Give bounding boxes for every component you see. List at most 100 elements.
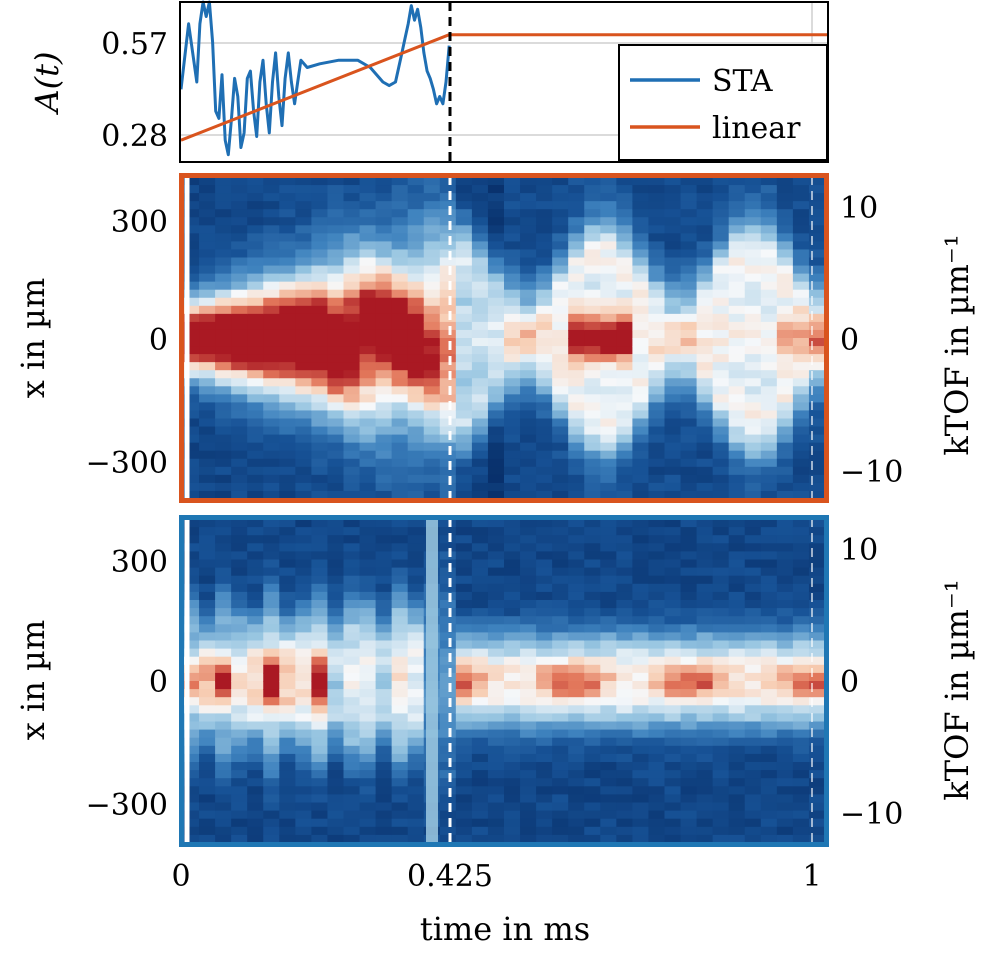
heat-mid-cell xyxy=(439,426,457,436)
heat-bot-cell xyxy=(728,705,746,714)
heat-bot-cell xyxy=(359,705,377,714)
heat-bot-cell xyxy=(696,770,714,779)
heat-bot-cell xyxy=(263,648,280,658)
heat-bot-cell xyxy=(375,664,393,674)
heat-bot-cell xyxy=(568,729,585,739)
heat-bot-cell xyxy=(327,802,345,812)
heat-mid-cell xyxy=(295,402,312,412)
heat-bot-cell xyxy=(407,624,425,633)
heat-mid-cell xyxy=(471,233,489,242)
heat-bot-cell xyxy=(295,810,312,820)
heat-bot-cell xyxy=(584,786,601,795)
heat-bot-cell xyxy=(311,778,329,787)
heat-mid-cell xyxy=(359,249,377,259)
heat-mid-cell xyxy=(552,217,569,226)
heat-bot-cell xyxy=(520,600,537,609)
heat-bot-cell xyxy=(359,616,377,625)
heat-bot-cell xyxy=(439,567,457,577)
heat-mid-cell xyxy=(792,474,810,484)
heat-mid-cell xyxy=(439,338,457,347)
heat-bot-cell xyxy=(792,664,810,674)
heat-bot-cell xyxy=(520,559,537,569)
heat-mid-cell xyxy=(536,482,553,492)
heat-mid-cell xyxy=(504,273,521,283)
heat-bot-cell xyxy=(199,810,216,820)
heat-mid-cell xyxy=(600,225,617,234)
heat-bot-cell xyxy=(407,705,425,714)
heat-bot-cell xyxy=(487,575,505,585)
heat-bot-cell xyxy=(712,729,730,739)
heat-mid-cell xyxy=(568,474,585,484)
heat-mid-cell xyxy=(616,193,633,202)
heat-bot-cell xyxy=(504,583,521,593)
heat-mid-cell xyxy=(199,450,216,460)
heat-bot-cell xyxy=(183,567,200,577)
heat-mid-cell xyxy=(263,281,280,291)
heat-bot-cell xyxy=(215,551,232,561)
heat-bot-cell xyxy=(808,527,826,536)
heat-bot-cell xyxy=(343,591,361,601)
heat-bot-cell xyxy=(295,600,312,609)
heat-mid-cell xyxy=(391,233,409,242)
heat-mid-cell xyxy=(744,370,762,379)
heat-mid-cell xyxy=(327,394,345,403)
heat-mid-cell xyxy=(199,313,216,323)
heat-bot-cell xyxy=(552,632,569,642)
heat-mid-cell xyxy=(808,466,826,476)
heat-mid-cell xyxy=(311,297,329,307)
heat-bot-cell xyxy=(600,591,617,601)
heat-bot-cell xyxy=(712,689,730,698)
heat-bot-cell xyxy=(359,519,377,528)
heat-mid-cell xyxy=(520,249,537,259)
heat-mid-cell xyxy=(295,458,312,468)
heat-mid-cell xyxy=(327,265,345,275)
heat-bot-cell xyxy=(744,664,762,674)
heat-mid-cell xyxy=(760,442,778,452)
heat-mid-cell xyxy=(600,297,617,307)
heat-bot-cell xyxy=(455,632,473,642)
heat-mid-cell xyxy=(600,185,617,194)
heat-bot-cell xyxy=(760,778,778,787)
heat-bot-cell xyxy=(568,794,585,804)
heat-mid-cell xyxy=(776,193,794,202)
heat-mid-cell xyxy=(744,338,762,347)
heat-bot-cell xyxy=(391,567,409,577)
heat-bot-cell xyxy=(455,575,473,585)
heat-bot-cell xyxy=(680,770,698,779)
heat-mid-cell xyxy=(536,402,553,412)
heat-mid-cell xyxy=(407,273,425,283)
heat-bot-cell xyxy=(696,543,714,552)
heat-mid-cell xyxy=(407,418,425,428)
heat-mid-cell xyxy=(600,370,617,379)
heat-bot-cell xyxy=(231,535,248,544)
heat-bot-cell xyxy=(327,737,345,747)
heat-mid-cell xyxy=(712,177,730,186)
heat-bot-cell xyxy=(760,737,778,747)
heat-mid-cell xyxy=(600,305,617,315)
heat-bot-cell xyxy=(776,608,794,617)
heat-bot-cell xyxy=(520,794,537,804)
heat-bot-cell xyxy=(471,600,489,609)
heat-bot-cell xyxy=(231,672,248,682)
mid-rtick-10: 10 xyxy=(840,191,878,226)
heat-bot-cell xyxy=(407,616,425,625)
heat-mid-cell xyxy=(231,233,248,242)
heat-bot-cell xyxy=(536,583,553,593)
heat-mid-cell xyxy=(696,241,714,251)
heat-mid-cell xyxy=(664,354,682,363)
heat-mid-cell xyxy=(439,273,457,283)
heat-mid-cell xyxy=(215,362,232,371)
heat-mid-cell xyxy=(728,177,746,186)
heat-bot-cell xyxy=(728,608,746,617)
heat-mid-cell xyxy=(504,321,521,331)
heat-bot-cell xyxy=(199,543,216,552)
heat-bot-cell xyxy=(375,681,393,690)
heat-bot-cell xyxy=(584,810,601,820)
heat-bot-cell xyxy=(744,600,762,609)
heat-bot-cell xyxy=(616,697,633,706)
heat-bot-cell xyxy=(712,535,730,544)
heat-bot-cell xyxy=(776,697,794,706)
heat-mid-cell xyxy=(423,241,441,251)
heat-mid-cell xyxy=(423,482,441,492)
heat-bot-cell xyxy=(247,770,264,779)
